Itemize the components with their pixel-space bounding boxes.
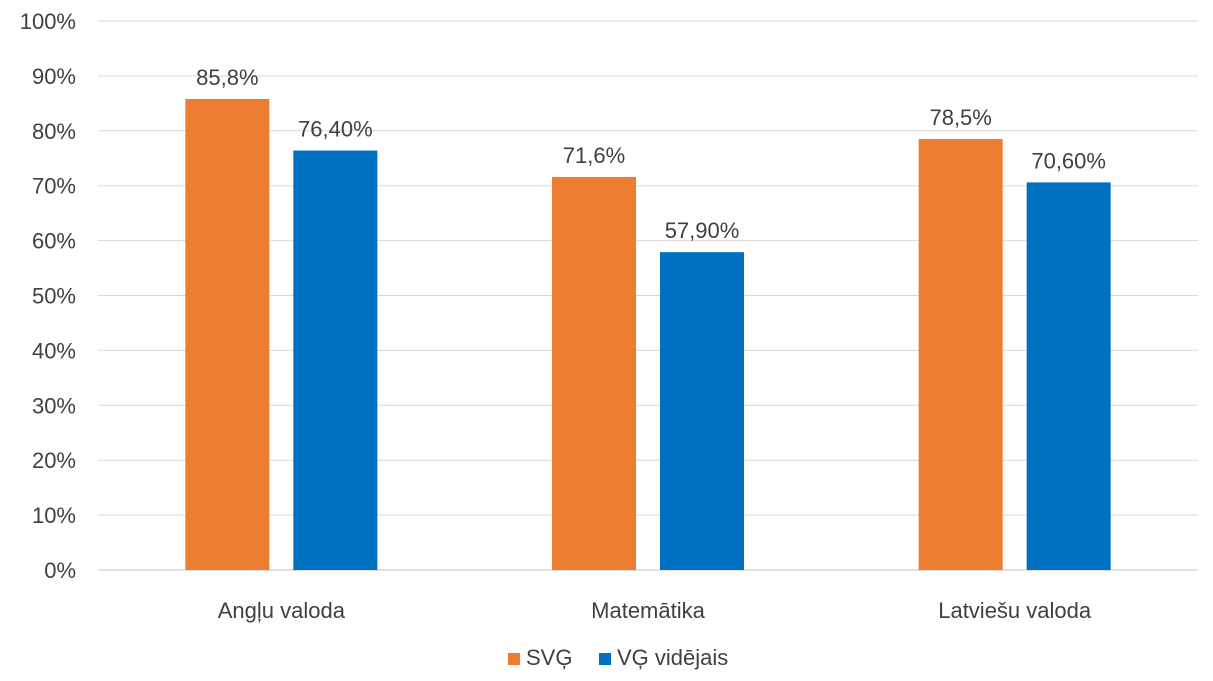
y-tick-label: 100% <box>20 9 76 34</box>
y-tick-label: 20% <box>32 448 76 473</box>
data-labels: 85,8% 76,40% 71,6% 57,90% 78,5% 70,60% <box>196 65 1106 243</box>
y-tick-label: 10% <box>32 503 76 528</box>
data-label: 57,90% <box>665 218 740 243</box>
y-tick-label: 60% <box>32 229 76 254</box>
y-tick-label: 0% <box>44 558 76 583</box>
bar-vg-videjais-2 <box>1026 182 1111 570</box>
bars <box>185 98 1111 570</box>
gridlines <box>98 20 1198 571</box>
data-label: 76,40% <box>298 117 373 142</box>
bar-svg-1 <box>552 176 636 570</box>
bar-svg-0 <box>185 98 270 570</box>
y-tick-label: 40% <box>32 338 76 363</box>
y-tick-label: 70% <box>32 174 76 199</box>
bar-vg-videjais-1 <box>660 252 744 570</box>
category-label: Angļu valoda <box>218 598 346 623</box>
y-tick-label: 50% <box>32 284 76 309</box>
legend-swatch <box>599 653 611 665</box>
legend-label: VĢ vidējais <box>617 645 728 670</box>
category-label: Latviešu valoda <box>938 598 1092 623</box>
data-label: 85,8% <box>196 65 258 90</box>
data-label: 70,60% <box>1031 148 1106 173</box>
data-label: 78,5% <box>929 105 991 130</box>
y-axis-ticks: 0% 10% 20% 30% 40% 50% 60% 70% 80% 90% 100% <box>20 9 76 583</box>
legend-swatch <box>508 653 520 665</box>
bar-svg-2 <box>918 139 1003 570</box>
y-tick-label: 90% <box>32 64 76 89</box>
legend-label: SVĢ <box>526 645 572 670</box>
y-tick-label: 30% <box>32 393 76 418</box>
y-tick-label: 80% <box>32 119 76 144</box>
x-axis-categories: Angļu valoda Matemātika Latviešu valoda <box>218 598 1092 623</box>
category-label: Matemātika <box>591 598 705 623</box>
bar-vg-videjais-0 <box>293 150 378 570</box>
legend: SVĢ VĢ vidējais <box>508 645 728 670</box>
data-label: 71,6% <box>563 143 625 168</box>
